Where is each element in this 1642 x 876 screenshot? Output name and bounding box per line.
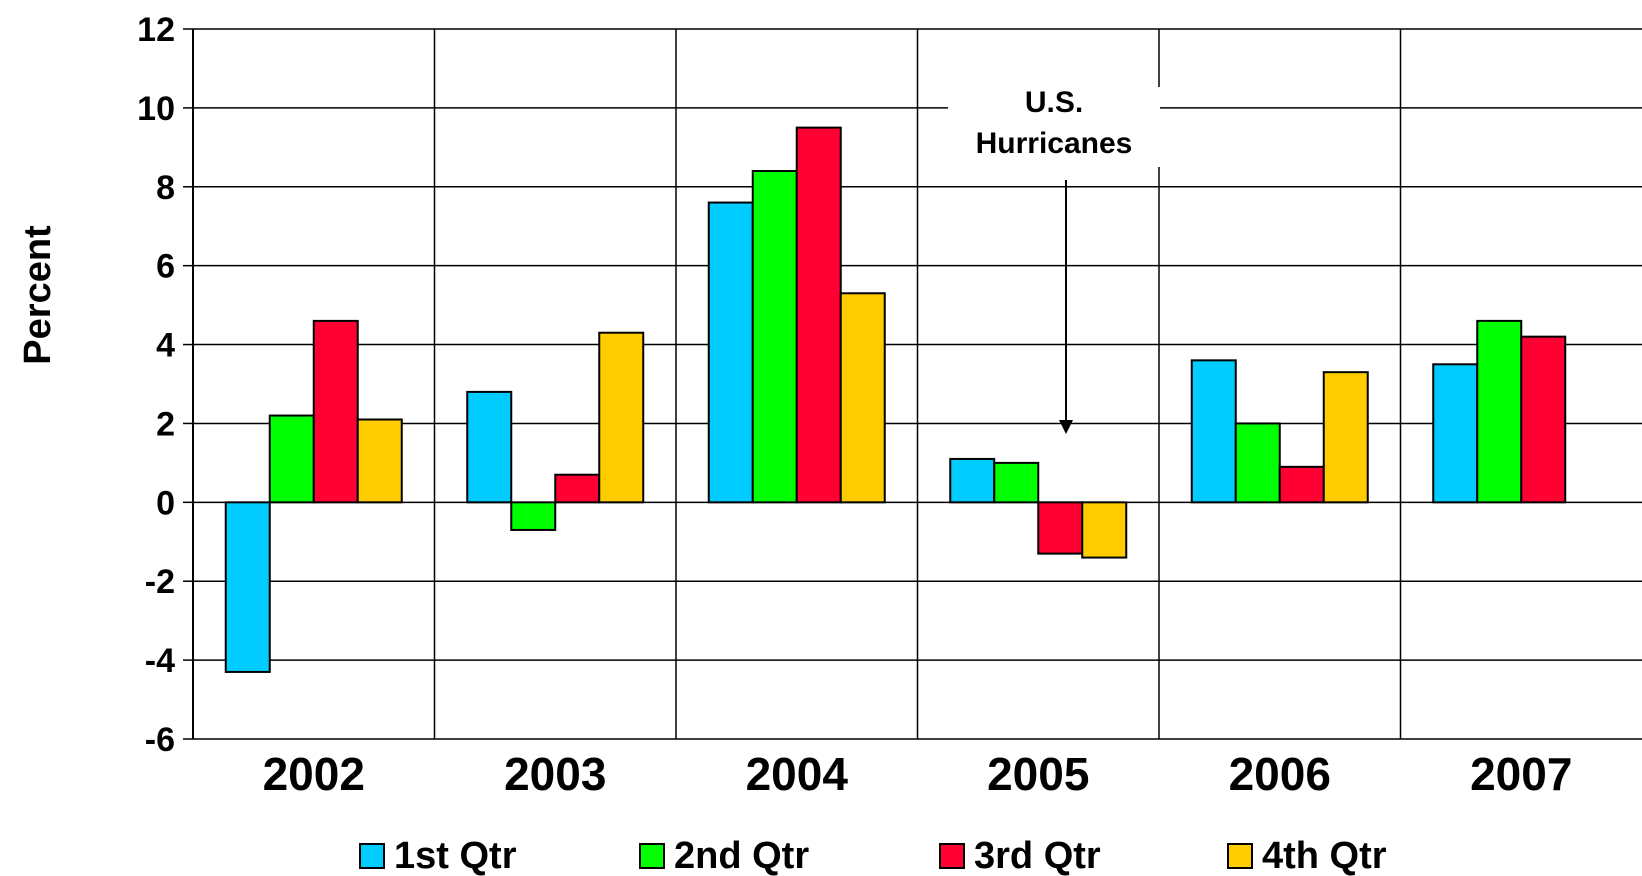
y-tick-label: 4 <box>156 327 175 365</box>
bar-2002-4th-qtr <box>356 418 403 504</box>
y-tick-label: -4 <box>145 642 175 680</box>
y-tick-label: 10 <box>137 90 175 128</box>
y-tick-label: 8 <box>156 169 175 207</box>
grid <box>193 28 1642 740</box>
legend-swatch-2nd-qtr <box>639 843 665 869</box>
y-tick-label: -2 <box>145 563 175 601</box>
legend-swatch-3rd-qtr <box>939 843 965 869</box>
bar-2005-4th-qtr <box>1081 501 1128 559</box>
annotation-line-1: U.S. <box>1025 86 1083 119</box>
annotation-arrow-head <box>1059 420 1073 434</box>
hurricane-annotation: U.S. Hurricanes <box>948 86 1160 434</box>
x-category-label: 2002 <box>263 748 365 800</box>
x-category-labels: 2002 2003 2004 2005 2006 2007 <box>263 748 1573 800</box>
bar-2007-1st-qtr <box>1432 363 1479 504</box>
legend-swatch-1st-qtr <box>359 843 385 869</box>
bar-2007-3rd-qtr <box>1520 335 1567 504</box>
x-category-label: 2006 <box>1229 748 1331 800</box>
bar-2004-2nd-qtr <box>751 170 798 504</box>
legend-label: 3rd Qtr <box>974 835 1101 876</box>
annotation-background <box>948 87 1160 167</box>
y-tick-label: 12 <box>137 11 175 49</box>
bar-2006-3rd-qtr <box>1278 465 1325 504</box>
x-category-label: 2003 <box>504 748 606 800</box>
y-tick-label: 2 <box>156 405 175 443</box>
bar-2005-2nd-qtr <box>993 461 1040 504</box>
bar-2006-1st-qtr <box>1190 359 1237 504</box>
y-tick-labels: 12 10 8 6 4 2 0 -2 -4 -6 <box>137 11 175 759</box>
legend-swatch-4th-qtr <box>1227 843 1253 869</box>
bar-2002-3rd-qtr <box>312 319 359 504</box>
bar-2006-4th-qtr <box>1322 371 1369 504</box>
annotation-line-2: Hurricanes <box>976 127 1133 160</box>
bar-2003-4th-qtr <box>598 331 645 504</box>
axes <box>183 28 194 740</box>
bar-2002-1st-qtr <box>224 501 271 673</box>
y-tick-label: -6 <box>145 721 175 759</box>
legend-label: 1st Qtr <box>394 835 517 876</box>
bar-2004-3rd-qtr <box>795 126 842 504</box>
x-category-label: 2004 <box>746 748 849 800</box>
bar-2003-3rd-qtr <box>554 473 601 504</box>
bar-2003-2nd-qtr <box>510 501 557 531</box>
bars <box>224 126 1567 673</box>
legend-label: 4th Qtr <box>1262 835 1387 876</box>
bar-2007-2nd-qtr <box>1476 319 1523 504</box>
x-category-label: 2007 <box>1470 748 1572 800</box>
y-axis-title: Percent <box>17 225 59 365</box>
bar-2002-2nd-qtr <box>268 414 315 504</box>
legend-label: 2nd Qtr <box>674 835 809 876</box>
bar-2004-1st-qtr <box>707 201 754 504</box>
bar-2005-1st-qtr <box>949 457 996 504</box>
bar-2003-1st-qtr <box>466 390 513 504</box>
x-category-label: 2005 <box>987 748 1089 800</box>
bar-2005-3rd-qtr <box>1037 501 1084 555</box>
legend: 1st Qtr 2nd Qtr 3rd Qtr 4th Qtr <box>359 835 1387 876</box>
y-tick-label: 0 <box>156 484 175 522</box>
bar-2004-4th-qtr <box>839 292 886 504</box>
bar-2006-2nd-qtr <box>1234 422 1281 504</box>
y-tick-label: 6 <box>156 248 175 286</box>
